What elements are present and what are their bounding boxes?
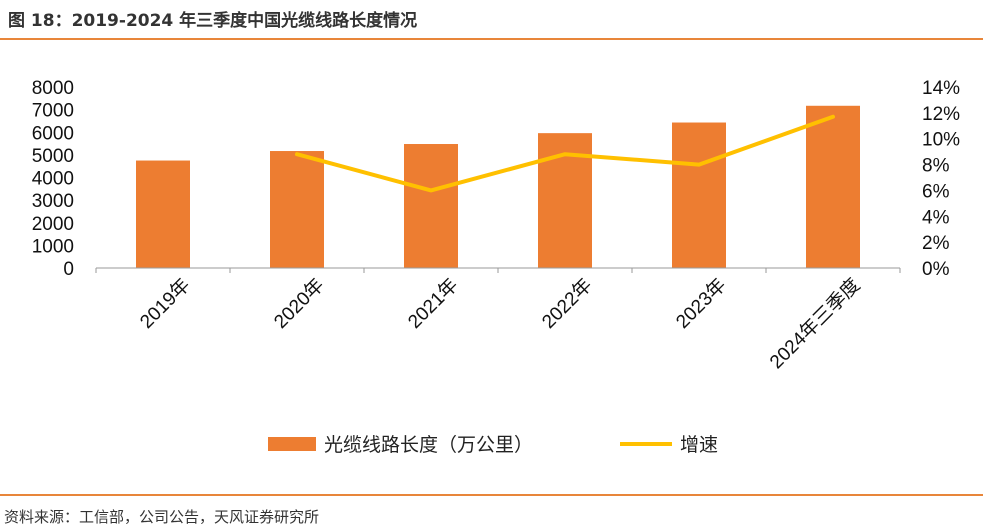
x-tick-label-5: 2024年三季度 bbox=[765, 274, 864, 373]
legend-line-label: 增速 bbox=[680, 434, 719, 456]
y-left-tick-label-8: 8000 bbox=[32, 78, 74, 99]
y-right-tick-label-6: 12% bbox=[922, 104, 960, 125]
y-right-tick-label-1: 2% bbox=[922, 233, 950, 254]
legend-bar-swatch bbox=[268, 436, 316, 451]
y-left-tick-label-1: 1000 bbox=[32, 236, 74, 257]
legend-bar-label: 光缆线路长度（万公里） bbox=[324, 434, 534, 456]
y-right-tick-label-5: 10% bbox=[922, 130, 960, 151]
y-left-tick-label-5: 5000 bbox=[32, 146, 74, 167]
bar-1 bbox=[270, 151, 324, 268]
y-right-tick-label-7: 14% bbox=[922, 78, 960, 99]
x-tick-label-1: 2020年 bbox=[270, 274, 329, 333]
source-note: 资料来源：工信部，公司公告，天风证券研究所 bbox=[4, 508, 320, 526]
x-tick-label-4: 2023年 bbox=[672, 274, 731, 333]
top-rule bbox=[0, 38, 983, 40]
bar-5 bbox=[806, 105, 860, 268]
y-left-tick-label-2: 2000 bbox=[32, 214, 74, 235]
legend-item-bar: 光缆线路长度（万公里） bbox=[268, 430, 533, 457]
y-right-tick-label-0: 0% bbox=[922, 259, 950, 280]
bar-0 bbox=[136, 160, 190, 268]
y-left-tick-label-0: 0 bbox=[63, 259, 74, 280]
legend-item-line: 增速 bbox=[620, 430, 718, 457]
bottom-rule bbox=[0, 494, 983, 496]
x-tick-label-2: 2021年 bbox=[404, 274, 463, 333]
y-left-tick-label-6: 6000 bbox=[32, 123, 74, 144]
legend-line-swatch bbox=[620, 441, 672, 446]
y-right-tick-label-4: 8% bbox=[922, 156, 950, 177]
bar-4 bbox=[672, 122, 726, 269]
x-tick-label-3: 2022年 bbox=[538, 274, 597, 333]
x-tick-label-0: 2019年 bbox=[136, 274, 195, 333]
figure-title: 图 18：2019-2024 年三季度中国光缆线路长度情况 bbox=[8, 11, 418, 31]
y-left-tick-label-4: 4000 bbox=[32, 169, 74, 190]
y-right-tick-label-3: 6% bbox=[922, 181, 950, 202]
legend: 光缆线路长度（万公里） 增速 bbox=[0, 430, 983, 456]
bar-2 bbox=[404, 144, 458, 268]
y-right-tick-label-2: 4% bbox=[922, 207, 950, 228]
y-left-tick-label-7: 7000 bbox=[32, 101, 74, 122]
y-left-tick-label-3: 3000 bbox=[32, 191, 74, 212]
